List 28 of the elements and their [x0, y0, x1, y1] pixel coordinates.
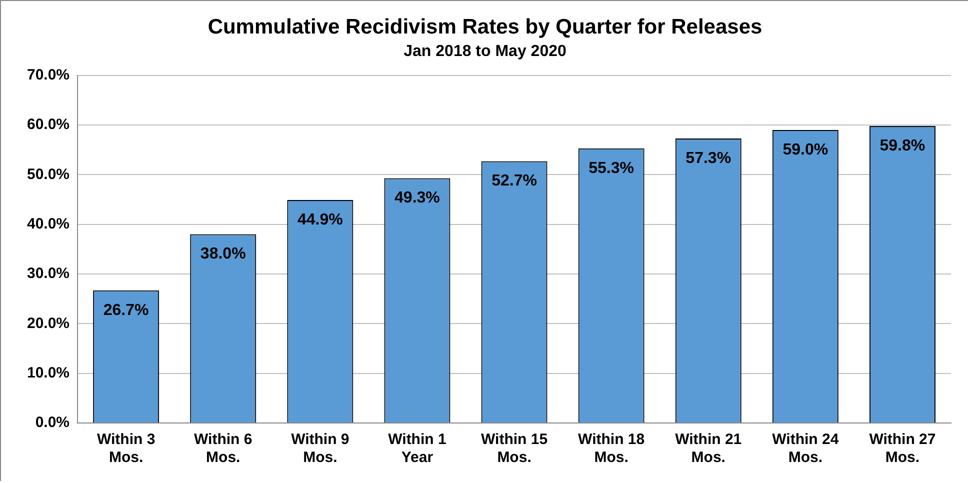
data-label: 38.0% — [200, 246, 246, 263]
y-tick-label: 0.0% — [35, 414, 70, 432]
x-tick-label: Within 3 Mos. — [96, 431, 156, 466]
x-tick-label: Within 18 Mos. — [578, 431, 645, 466]
x-tick-label: Within 15 Mos. — [480, 431, 548, 466]
data-label: 44.9% — [297, 211, 343, 228]
y-tick-label: 40.0% — [26, 216, 70, 233]
data-label: 52.7% — [492, 172, 537, 190]
y-tick-label: 60.0% — [26, 116, 70, 134]
x-tick-label: Within 21 Mos. — [675, 431, 742, 466]
y-tick-label: 70.0% — [26, 66, 70, 84]
y-tick-label: 50.0% — [26, 166, 70, 183]
y-tick-label: 10.0% — [26, 364, 70, 382]
x-tick-label: Within 9 Mos. — [291, 431, 350, 466]
x-tick-label: Within 1 Year — [388, 431, 446, 466]
data-label: 49.3% — [394, 190, 440, 207]
data-label: 57.3% — [686, 150, 732, 167]
chart-title: Cummulative Recidivism Rates by Quarter for Releases — [208, 15, 762, 38]
x-tick-label: Within 6 Mos. — [194, 431, 252, 466]
y-tick-label: 20.0% — [26, 314, 70, 332]
x-tick-label: Within 24 Mos. — [772, 431, 840, 466]
data-label: 59.8% — [880, 137, 926, 154]
data-label: 59.0% — [782, 141, 828, 158]
y-tick-label: 30.0% — [26, 265, 70, 282]
x-tick-label: Within 27 Mos. — [869, 431, 936, 466]
data-label: 55.3% — [588, 160, 634, 177]
data-label: 26.7% — [103, 302, 149, 319]
chart-subtitle: Jan 2018 to May 2020 — [404, 43, 566, 60]
